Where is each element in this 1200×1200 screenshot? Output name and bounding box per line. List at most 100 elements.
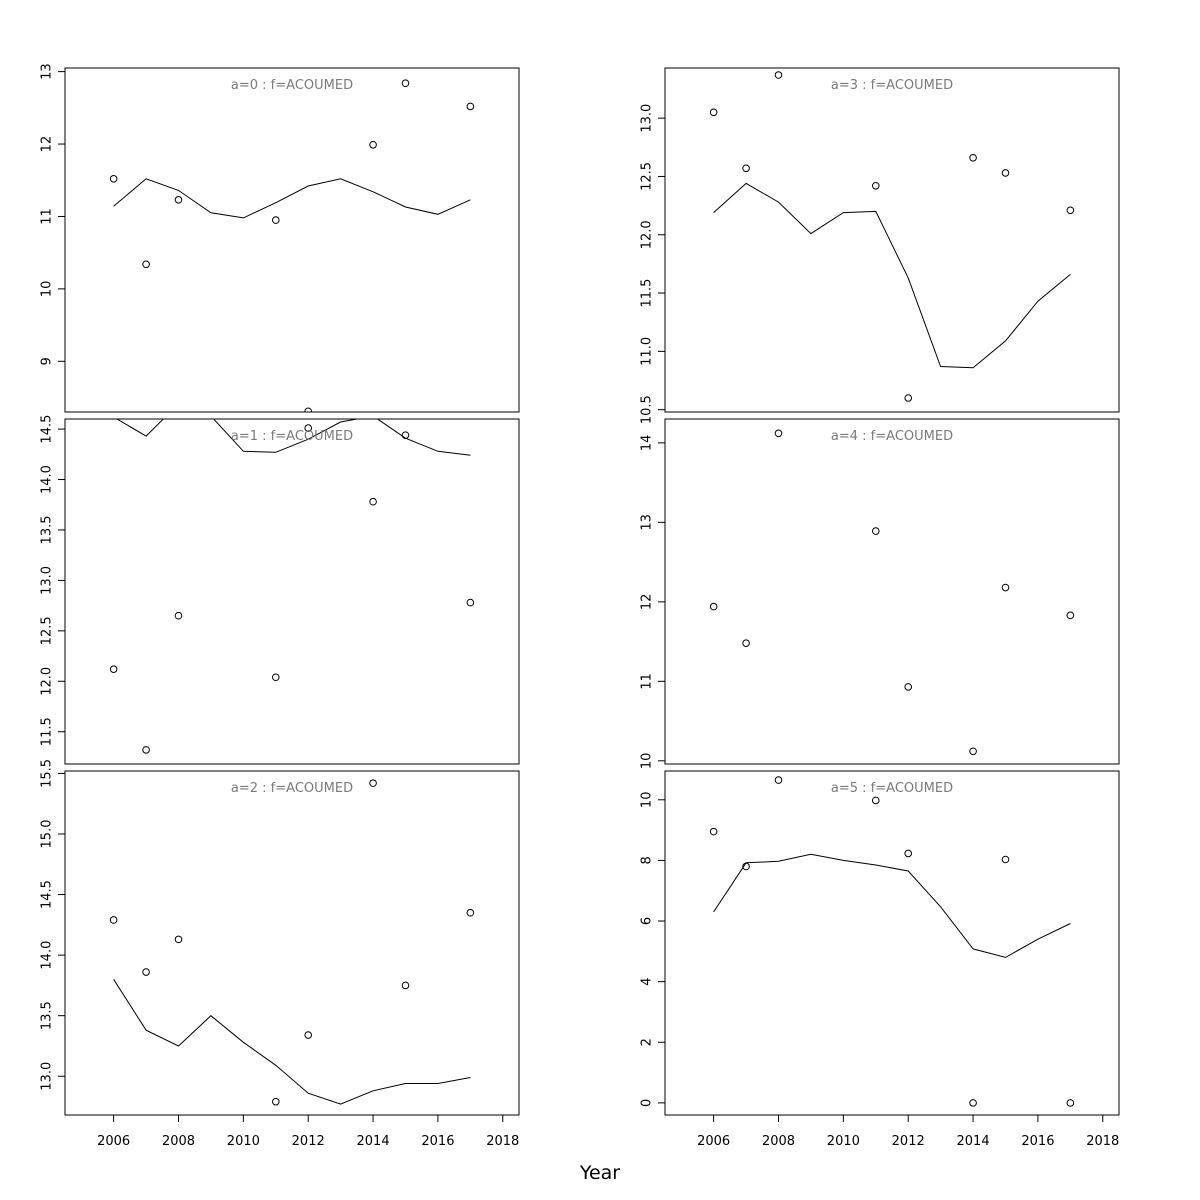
fitted-line	[113, 178, 471, 219]
observed-point	[774, 71, 783, 79]
y-axis: 9 10 11 12 13	[40, 63, 66, 365]
observed-point	[904, 849, 913, 858]
x-tick-label: 2016	[1021, 1134, 1054, 1149]
observed-point	[904, 394, 913, 402]
panel-data	[709, 71, 1075, 402]
y-tick-label: 4	[640, 978, 655, 986]
y-tick-label: 10.5	[640, 395, 655, 424]
y-axis: 10.5 11.0 11.5 12.0 12.5 13.0	[640, 104, 666, 424]
y-tick-label: 11.5	[40, 717, 55, 746]
y-tick-label: 10	[640, 792, 655, 809]
observed-point	[109, 665, 118, 673]
x-axis: 2006 2008 2010 2012 2014 2016 2018	[697, 1114, 1119, 1149]
observed-point	[1066, 1099, 1075, 1107]
panel-data	[709, 429, 1075, 756]
y-tick-label: 13.5	[40, 1001, 55, 1030]
observed-point	[109, 175, 118, 183]
observed-point	[174, 196, 183, 204]
x-tick-label: 2012	[292, 1134, 325, 1149]
panel-5: 0 2 4 6 8 10 2006 2008 2010 2012 2014 2016 2018 a=5 :…	[640, 770, 1120, 1149]
observed-point	[871, 796, 880, 805]
observed-point	[271, 1097, 280, 1106]
observed-point	[969, 153, 977, 162]
y-tick-label: 12.0	[40, 667, 55, 696]
y-tick-label: 13	[640, 514, 655, 531]
y-tick-label: 13.0	[40, 1062, 55, 1091]
observed-point	[1066, 206, 1075, 215]
observed-point	[1001, 169, 1010, 177]
observed-point	[271, 673, 280, 682]
observed-point	[401, 79, 410, 88]
y-tick-label: 10	[40, 281, 55, 298]
observed-point	[1001, 855, 1010, 864]
y-tick-label: 14.5	[40, 415, 55, 444]
y-tick-label: 11.0	[640, 337, 655, 366]
observed-point	[401, 431, 410, 439]
panel-data	[109, 419, 475, 754]
observed-point	[466, 598, 475, 607]
y-tick-label: 11.5	[640, 279, 655, 308]
y-tick-label: 14.0	[40, 465, 55, 494]
panels: 9 10 11 12 13 a=0 : f=ACOUMED 11.5 12.0 12.5 13.0…	[40, 63, 1120, 1149]
y-tick-label: 12.5	[640, 162, 655, 191]
panel-data	[109, 79, 475, 412]
observed-point	[369, 497, 377, 506]
x-tick-label: 2010	[827, 1134, 860, 1149]
y-tick-label: 6	[640, 917, 655, 925]
panel-4: 10 11 12 13 14 a=4 : f=ACOUMED	[640, 418, 1120, 770]
y-tick-label: 15.0	[40, 820, 55, 849]
fitted-line	[116, 419, 471, 456]
panel-title: a=3 : f=ACOUMED	[831, 78, 953, 93]
x-tick-label: 2014	[357, 1134, 390, 1149]
y-tick-label: 11	[40, 208, 55, 225]
observed-point	[969, 1099, 977, 1107]
y-axis: 10 11 12 13 14	[640, 435, 666, 770]
y-tick-label: 0	[640, 1099, 655, 1107]
x-tick-label: 2010	[227, 1134, 260, 1149]
observed-point	[466, 102, 475, 111]
observed-point	[969, 747, 977, 756]
y-axis: 0 2 4 6 8 10	[640, 792, 666, 1107]
y-tick-label: 14	[640, 435, 655, 452]
observed-point	[742, 639, 750, 647]
y-tick-label: 12	[640, 594, 655, 611]
y-tick-label: 13.0	[640, 104, 655, 133]
x-tick-label: 2018	[486, 1134, 519, 1149]
y-tick-label: 2	[640, 1038, 655, 1046]
observed-point	[304, 407, 313, 412]
panel-0: 9 10 11 12 13 a=0 : f=ACOUMED	[40, 63, 520, 413]
y-tick-label: 13.5	[40, 515, 55, 544]
y-tick-label: 15.5	[40, 759, 55, 788]
observed-point	[142, 746, 150, 754]
x-axis: 2006 2008 2010 2012 2014 2016 2018	[97, 1114, 519, 1149]
y-tick-label: 12.5	[40, 616, 55, 645]
y-tick-label: 14.0	[40, 941, 55, 970]
panel-title: a=2 : f=ACOUMED	[231, 781, 353, 796]
x-tick-label: 2006	[97, 1134, 130, 1149]
observed-point	[304, 1031, 313, 1039]
panel-title: a=5 : f=ACOUMED	[831, 781, 953, 796]
x-tick-label: 2008	[762, 1134, 795, 1149]
y-tick-label: 10	[640, 753, 655, 770]
y-tick-label: 12.0	[640, 220, 655, 249]
observed-point	[401, 981, 410, 990]
observed-point	[304, 424, 313, 432]
panel-3: 10.5 11.0 11.5 12.0 12.5 13.0 a=3 : f=ACOUMED	[640, 67, 1120, 424]
x-tick-label: 2016	[421, 1134, 454, 1149]
observed-point	[774, 429, 783, 438]
observed-point	[369, 140, 377, 149]
observed-point	[742, 862, 750, 871]
panel-title: a=0 : f=ACOUMED	[231, 78, 353, 93]
observed-point	[904, 683, 913, 691]
x-tick-label: 2006	[697, 1134, 730, 1149]
panel-title: a=1 : f=ACOUMED	[231, 429, 353, 444]
y-tick-label: 13	[40, 63, 55, 80]
observed-point	[466, 908, 475, 917]
y-axis: 13.0 13.5 14.0 14.5 15.0 15.5	[40, 759, 66, 1091]
panel-2: 13.0 13.5 14.0 14.5 15.0 15.5 2006 2008 2010 2012…	[40, 759, 520, 1149]
y-tick-label: 14.5	[40, 880, 55, 909]
observed-point	[774, 776, 783, 784]
x-tick-label: 2012	[892, 1134, 925, 1149]
